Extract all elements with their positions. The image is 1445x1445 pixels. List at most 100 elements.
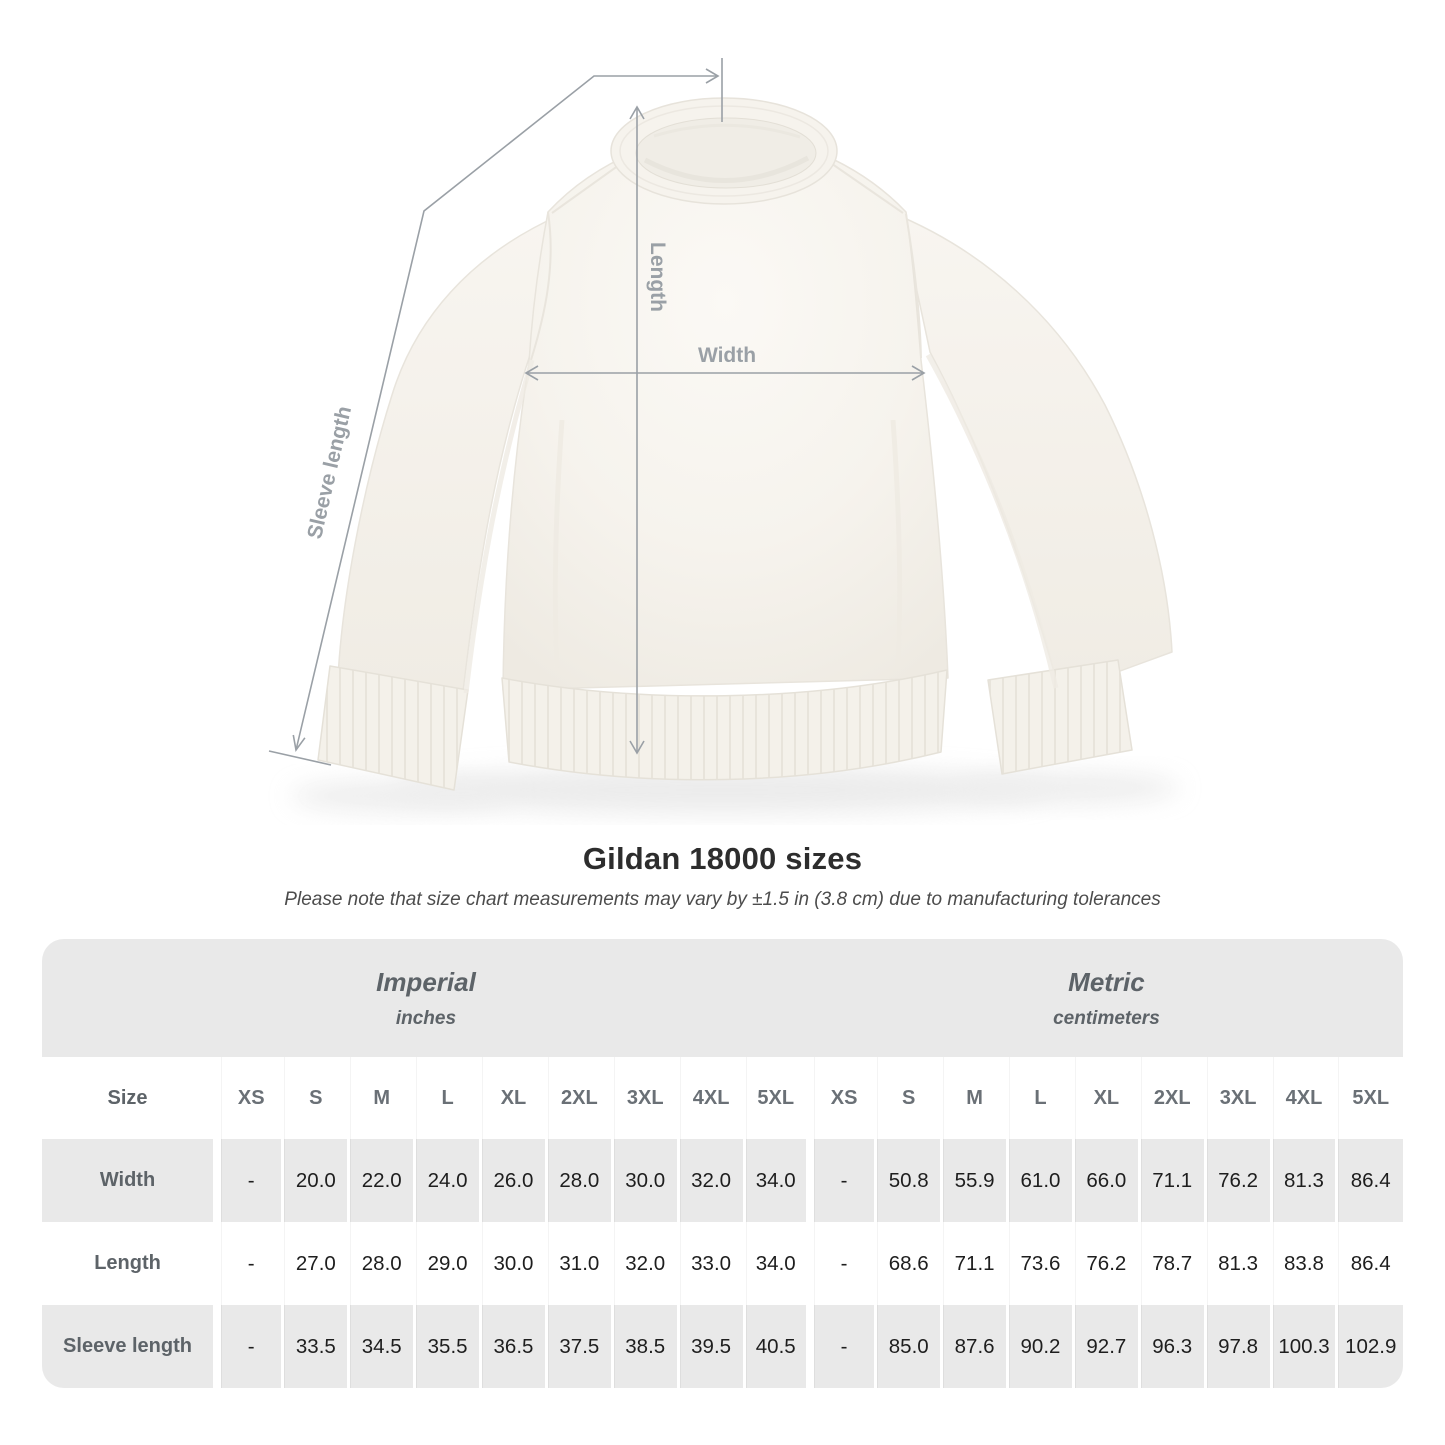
- size-table-body: Width -20.0 22.0 24.0 26.0 28.0 30.0 32.0 34.0-5…: [42, 1139, 1403, 1388]
- value-cell: 76.2: [1203, 1139, 1272, 1222]
- size-table: Imperial inches Metric centimeters Size …: [42, 939, 1403, 1388]
- imperial-group-name: Imperial: [376, 966, 476, 997]
- size-col-header-metric-s: S: [874, 1057, 942, 1139]
- value-cell: 73.6: [1006, 1222, 1074, 1305]
- value-cell: -: [213, 1139, 283, 1222]
- row-label: Width: [42, 1139, 218, 1222]
- collar: [610, 97, 838, 205]
- size-col-header-metric-4xl: 4XL: [1269, 1057, 1337, 1139]
- value-cell: 27.0: [281, 1222, 349, 1305]
- table-row: Width -20.0 22.0 24.0 26.0 28.0 30.0 32.0 34.0-5…: [42, 1139, 1403, 1222]
- imperial-group-header: Imperial inches: [42, 939, 810, 1057]
- size-col-header-imperial-l: L: [413, 1057, 481, 1139]
- size-col-header-imperial-5xl: 5XL: [742, 1057, 810, 1139]
- value-cell: 30.0: [479, 1222, 547, 1305]
- value-cell: 102.9: [1335, 1305, 1403, 1388]
- value-cell: -: [213, 1222, 283, 1305]
- size-col-header-imperial-3xl: 3XL: [610, 1057, 679, 1139]
- value-cell: 66.0: [1071, 1139, 1140, 1222]
- size-col-header-imperial-xl: XL: [479, 1057, 547, 1139]
- sleeve-length-line: [268, 58, 723, 766]
- value-cell: -: [805, 1222, 876, 1305]
- value-cell: 71.1: [1137, 1139, 1206, 1222]
- tolerance-note: Please note that size chart measurements…: [284, 889, 1161, 910]
- length-label: Length: [646, 242, 669, 312]
- fold-shading: [463, 353, 1059, 694]
- value-cell: 92.7: [1071, 1305, 1140, 1388]
- measurement-overlay: [268, 58, 926, 766]
- hem-band: [501, 669, 948, 781]
- size-col-header-metric-2xl: 2XL: [1137, 1057, 1206, 1139]
- value-cell: 34.5: [347, 1305, 415, 1388]
- size-header-row: Size XS S M L XL 2XL 3XL 4XL 5XL XS S M L XL 2XL 3XL 4XL…: [42, 1057, 1403, 1139]
- size-col-header-metric-l: L: [1006, 1057, 1074, 1139]
- value-cell: 68.6: [874, 1222, 942, 1305]
- size-col-header-imperial-m: M: [347, 1057, 415, 1139]
- value-cell: 34.0: [742, 1222, 810, 1305]
- value-cell: 61.0: [1006, 1139, 1074, 1222]
- metric-group-header: Metric centimeters: [809, 939, 1403, 1057]
- size-col-header-imperial-xs: XS: [213, 1057, 283, 1139]
- size-col-header-imperial-s: S: [281, 1057, 349, 1139]
- value-cell: 100.3: [1269, 1305, 1337, 1388]
- imperial-group-unit: inches: [395, 1007, 457, 1029]
- value-cell: 55.9: [940, 1139, 1008, 1222]
- size-col-header-metric-xl: XL: [1071, 1057, 1140, 1139]
- size-col-header-imperial-2xl: 2XL: [544, 1057, 613, 1139]
- value-cell: 38.5: [610, 1305, 679, 1388]
- width-label: Width: [698, 344, 756, 367]
- value-cell: 32.0: [676, 1139, 745, 1222]
- right-cuff: [987, 659, 1133, 775]
- value-cell: 87.6: [940, 1305, 1008, 1388]
- value-cell: -: [805, 1305, 876, 1388]
- value-cell: 20.0: [281, 1139, 349, 1222]
- value-cell: 97.8: [1203, 1305, 1272, 1388]
- value-cell: 37.5: [544, 1305, 613, 1388]
- row-label: Length: [42, 1222, 218, 1305]
- size-col-header-metric-m: M: [940, 1057, 1008, 1139]
- page-title: Gildan 18000 sizes: [582, 841, 863, 876]
- value-cell: 50.8: [874, 1139, 942, 1222]
- value-cell: 28.0: [544, 1139, 613, 1222]
- value-cell: 40.5: [742, 1305, 810, 1388]
- value-cell: 32.0: [610, 1222, 679, 1305]
- value-cell: 36.5: [479, 1305, 547, 1388]
- value-cell: 86.4: [1335, 1222, 1403, 1305]
- value-cell: 30.0: [610, 1139, 679, 1222]
- size-col-header-metric-xs: XS: [805, 1057, 876, 1139]
- value-cell: 34.0: [742, 1139, 810, 1222]
- garment-diagram-section: Width Length Sleeve length: [268, 58, 1180, 814]
- size-col-header-metric-3xl: 3XL: [1203, 1057, 1272, 1139]
- size-col-header-metric-5xl: 5XL: [1335, 1057, 1403, 1139]
- value-cell: 28.0: [347, 1222, 415, 1305]
- value-cell: 81.3: [1203, 1222, 1272, 1305]
- sweatshirt-measurement-diagram: Width Length Sleeve length: [268, 58, 1180, 814]
- value-cell: -: [805, 1139, 876, 1222]
- value-cell: 33.5: [281, 1305, 349, 1388]
- body-panel: [502, 135, 949, 691]
- row-label: Sleeve length: [42, 1305, 218, 1388]
- value-cell: 26.0: [479, 1139, 547, 1222]
- value-cell: 33.0: [676, 1222, 745, 1305]
- value-cell: -: [213, 1305, 283, 1388]
- value-cell: 22.0: [347, 1139, 415, 1222]
- value-cell: 35.5: [413, 1305, 481, 1388]
- width-line: [524, 365, 926, 381]
- metric-group-name: Metric: [1068, 966, 1145, 997]
- value-cell: 78.7: [1137, 1222, 1206, 1305]
- left-cuff: [317, 665, 469, 791]
- value-cell: 76.2: [1071, 1222, 1140, 1305]
- unit-group-header-row: Imperial inches Metric centimeters: [42, 939, 1403, 1057]
- value-cell: 29.0: [413, 1222, 481, 1305]
- length-line: [629, 105, 645, 755]
- value-cell: 83.8: [1269, 1222, 1337, 1305]
- value-cell: 31.0: [544, 1222, 613, 1305]
- value-cell: 90.2: [1006, 1305, 1074, 1388]
- value-cell: 81.3: [1269, 1139, 1337, 1222]
- right-sleeve: [889, 211, 1173, 694]
- value-cell: 96.3: [1137, 1305, 1206, 1388]
- value-cell: 85.0: [874, 1305, 942, 1388]
- size-col-header-imperial-4xl: 4XL: [676, 1057, 745, 1139]
- value-cell: 71.1: [940, 1222, 1008, 1305]
- sweatshirt-illustration: [317, 97, 1173, 791]
